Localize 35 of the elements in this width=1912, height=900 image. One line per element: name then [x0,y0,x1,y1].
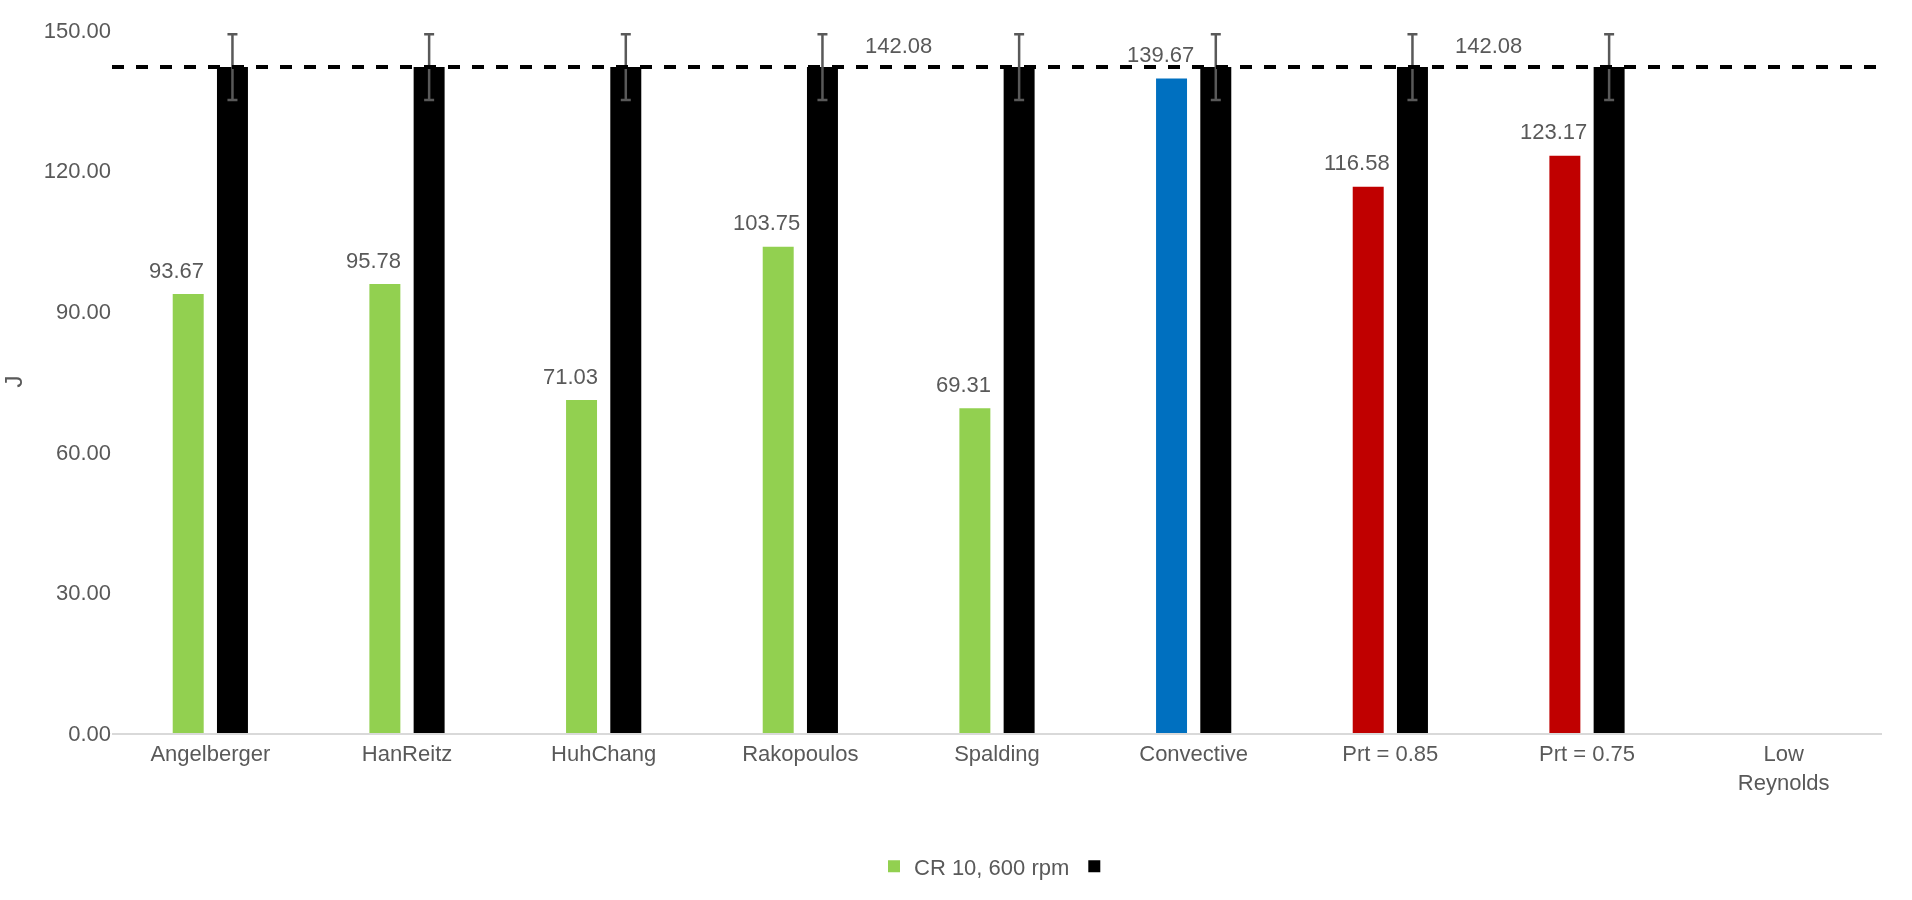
bar [1352,186,1384,733]
data-label: 69.31 [936,372,992,397]
bar [1549,155,1581,733]
bar [959,408,991,733]
bar [762,246,794,733]
y-axis-title: J [0,375,27,388]
y-tick-label: 30.00 [55,580,111,606]
y-tick-label: 0.00 [68,720,111,746]
data-label: 139.67 [1127,42,1195,67]
data-label: 103.75 [733,210,801,235]
legend-label: CR 10, 600 rpm [914,854,1070,880]
bar [1156,78,1188,733]
x-tick-label: Low Reynolds [1737,741,1830,795]
x-tick-label: HanReitz [361,741,453,767]
bar [172,294,204,733]
bar [369,284,401,733]
x-tick-label: Angelberger [150,741,271,767]
x-tick-label: Prt = 0.75 [1538,741,1636,767]
annotation: 142.08 [1455,33,1523,58]
y-tick-label: 120.00 [43,158,111,184]
data-label: 93.67 [149,258,205,283]
x-tick-label: Convective [1139,741,1249,767]
data-label: 116.58 [1324,150,1390,175]
data-label: 123.17 [1520,119,1588,144]
bar [566,400,598,733]
annotation: 142.08 [865,33,933,58]
x-tick-label: Prt = 0.85 [1342,741,1439,767]
x-tick-label: Spalding [954,741,1040,767]
x-tick-label: Rakopoulos [742,741,859,767]
data-label: 95.78 [346,248,402,273]
data-label: 71.03 [543,364,599,389]
y-tick-label: 90.00 [55,298,111,324]
x-tick-label: HuhChang [551,741,657,767]
y-tick-label: 150.00 [43,17,111,43]
y-tick-label: 60.00 [55,439,111,465]
